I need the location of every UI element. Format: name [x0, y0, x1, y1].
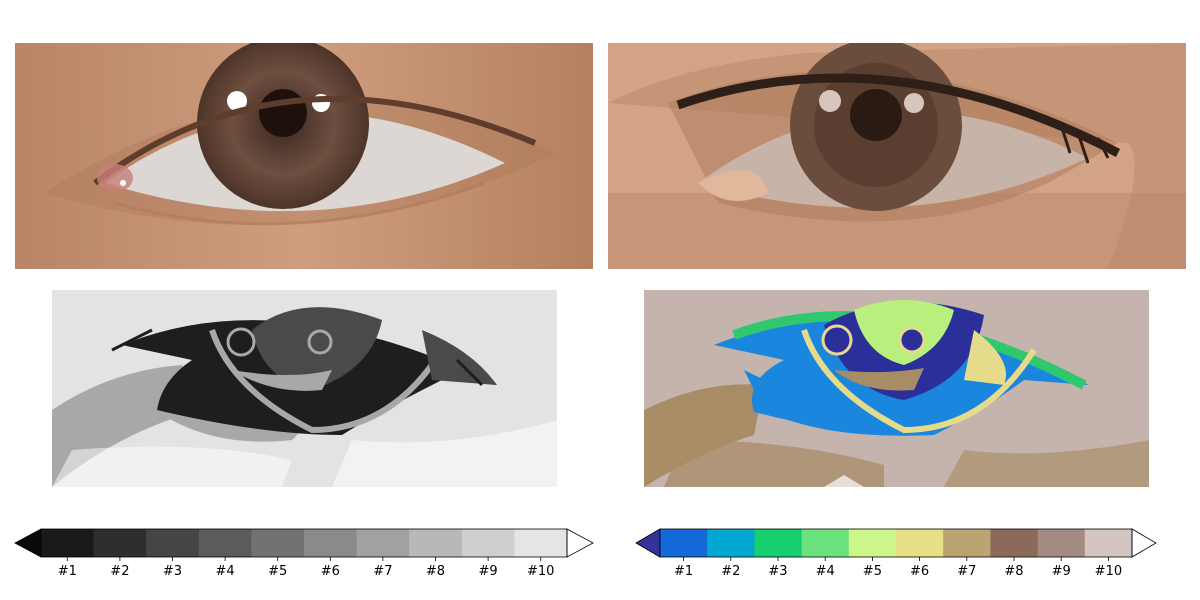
- quantized-eye-image: [608, 43, 1186, 269]
- colorbar-segment: [304, 529, 358, 557]
- grayscale-segmentation-image: [52, 290, 557, 487]
- colorbar-tick-label: #1: [57, 564, 77, 579]
- original-eye-photo: [15, 43, 593, 269]
- colorbar-segment: [514, 529, 568, 557]
- colorbar-tick-label: #10: [526, 564, 555, 579]
- colorbar-tick-label: #10: [1094, 564, 1123, 579]
- colorbar-tick-label: #2: [721, 564, 741, 579]
- colorbar-tick-label: #4: [815, 564, 835, 579]
- colorbar-over-arrow: [1131, 528, 1157, 558]
- colorbar-tick-label: #5: [862, 564, 882, 579]
- colorbar-segment: [707, 529, 755, 557]
- colorbar-segment: [146, 529, 200, 557]
- colorbar-segment: [93, 529, 147, 557]
- colorbar-tick-label: #9: [478, 564, 498, 579]
- colorbar-segment: [943, 529, 991, 557]
- colorbar-segment: [848, 529, 897, 557]
- colorbar-under-arrow: [635, 528, 661, 558]
- colorbar-tick-label: #7: [957, 564, 977, 579]
- colorbar-tick-label: #8: [1004, 564, 1024, 579]
- colorbar-tick-label: #3: [162, 564, 183, 579]
- terrain-segmentation-image: [644, 290, 1149, 487]
- colorbar-frame: [659, 528, 1133, 558]
- colorbar-tick-label: #1: [674, 564, 694, 579]
- colorbar-segment: [801, 529, 850, 557]
- colorbar-segment: [356, 529, 410, 557]
- colorbar-tick-label: #2: [110, 564, 130, 579]
- colorbar-segment: [896, 529, 944, 557]
- colorbar-segment: [990, 529, 1039, 557]
- colorbar-tick-label: #6: [910, 564, 930, 579]
- colorbar-segment: [198, 529, 252, 557]
- grayscale-colorbar: #1 #2 #3 #4 #5 #6 #7 #8 #9 #10: [14, 528, 594, 588]
- colorbar-segment: [660, 529, 708, 557]
- colorbar-segment: [461, 529, 515, 557]
- colorbar-tick-label: #9: [1051, 564, 1071, 579]
- colorbar-frame: [40, 528, 568, 558]
- colorbar-segment: [41, 529, 95, 557]
- colorbar-tick-label: #7: [373, 564, 393, 579]
- colorbar-under-arrow: [14, 528, 42, 558]
- colorbar-over-arrow: [566, 528, 594, 558]
- colorbar-segment: [409, 529, 463, 557]
- colorbar-tick-label: #4: [215, 564, 235, 579]
- terrain-colorbar: #1 #2 #3 #4 #5 #6 #7 #8 #9 #10: [635, 528, 1157, 588]
- colorbar-segment: [1037, 529, 1086, 557]
- colorbar-tick-label: #6: [320, 564, 340, 579]
- colorbar-segment: [1084, 529, 1133, 557]
- colorbar-tick-label: #5: [268, 564, 288, 579]
- colorbar-tick-label: #3: [768, 564, 788, 579]
- colorbar-segment: [251, 529, 305, 557]
- colorbar-tick-label: #8: [425, 564, 446, 579]
- colorbar-segment: [754, 529, 803, 557]
